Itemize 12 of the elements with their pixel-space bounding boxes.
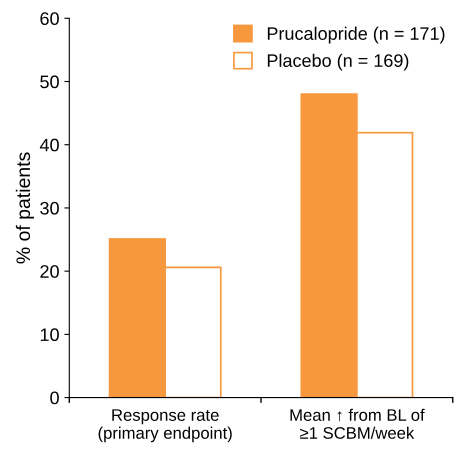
y-axis-title: % of patients xyxy=(16,152,34,264)
y-tick-label: 20 xyxy=(40,265,59,278)
y-tick-label: 10 xyxy=(40,328,59,342)
x-tick-label: Mean ↑ from BL of ≥1 SCBM/week xyxy=(290,408,425,439)
y-tick-label: 50 xyxy=(40,75,59,88)
x-tick-label: Response rate (primary endpoint) xyxy=(98,409,232,442)
legend-label: Prucalopride (n = 171) xyxy=(268,26,444,44)
y-tick-label: 30 xyxy=(40,202,59,215)
y-tick-label: 60 xyxy=(40,12,59,25)
legend-label: Placebo (n = 169) xyxy=(268,54,408,71)
y-tick-label: 0 xyxy=(50,392,59,404)
y-tick-label: 40 xyxy=(40,138,59,152)
